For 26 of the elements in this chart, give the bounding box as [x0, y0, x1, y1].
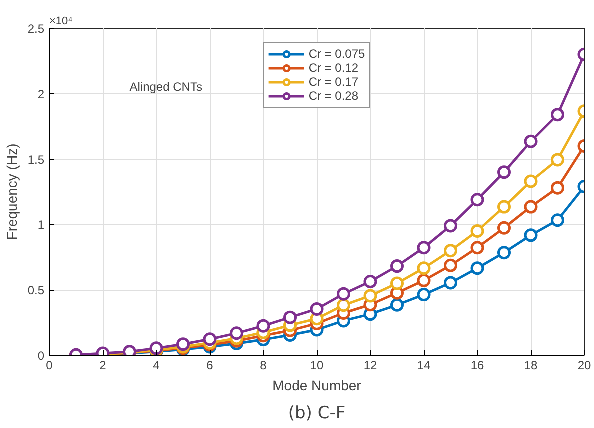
y-axis-title: Frequency (Hz)	[4, 144, 20, 240]
x-tick-label: 10	[310, 358, 324, 372]
y-tick-label: 0.5	[28, 284, 45, 298]
y-tick-label: 2.5	[28, 22, 45, 36]
y-tick-label: 1	[38, 218, 45, 232]
y-tick-label: 0	[38, 349, 45, 363]
x-tick-label: 16	[470, 358, 484, 372]
x-tick-label: 18	[524, 358, 538, 372]
annotation: Alinged CNTs	[130, 80, 202, 94]
x-tick-label: 4	[153, 358, 160, 372]
x-tick-label: 12	[364, 358, 378, 372]
legend-label: Cr = 0.12	[308, 61, 359, 75]
text: ×10⁴	[50, 16, 74, 28]
x-axis-title: Mode Number	[272, 378, 362, 394]
x-tick-label: 20	[578, 358, 592, 372]
legend-label: Cr = 0.17	[308, 75, 359, 89]
legend-label: Cr = 0.075	[308, 47, 366, 61]
x-tick-label: 8	[260, 358, 268, 372]
x-tick-label: 6	[206, 358, 214, 372]
text: (b) C-F	[288, 404, 346, 424]
y-tick-label: 2	[38, 87, 45, 102]
y-tick-label: 1.5	[28, 152, 45, 167]
x-tick-label: 0	[46, 358, 54, 372]
legend-label: Cr = 0.28	[308, 89, 359, 103]
x-tick-label: 2	[100, 358, 107, 372]
x-tick-label: 14	[417, 358, 431, 372]
